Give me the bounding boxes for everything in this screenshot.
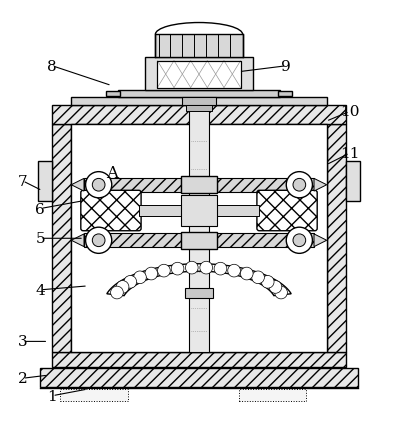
Bar: [38, 161, 52, 201]
Bar: [217, 178, 314, 193]
FancyBboxPatch shape: [81, 191, 141, 231]
Circle shape: [214, 263, 227, 275]
Bar: [181, 177, 217, 194]
Circle shape: [116, 281, 129, 294]
Bar: [118, 91, 280, 98]
Circle shape: [171, 263, 184, 275]
Text: 4: 4: [35, 283, 45, 297]
Bar: [239, 389, 306, 401]
Bar: [71, 98, 327, 106]
Bar: [217, 233, 314, 248]
Circle shape: [228, 265, 240, 277]
Bar: [84, 178, 181, 193]
Bar: [84, 233, 181, 248]
Circle shape: [261, 276, 274, 288]
Bar: [52, 352, 346, 367]
Text: 7: 7: [18, 174, 27, 188]
Bar: [52, 125, 71, 352]
Bar: [52, 106, 346, 125]
Bar: [186, 106, 212, 111]
Text: A: A: [106, 165, 118, 182]
Bar: [181, 232, 217, 249]
Text: 9: 9: [281, 60, 291, 74]
Bar: [106, 92, 120, 97]
Bar: [182, 98, 216, 106]
Bar: [181, 195, 217, 227]
Circle shape: [252, 271, 264, 284]
Text: 2: 2: [18, 371, 27, 386]
Polygon shape: [71, 234, 84, 247]
Circle shape: [86, 172, 112, 199]
Text: 11: 11: [340, 147, 359, 161]
Bar: [157, 61, 241, 88]
Text: 5: 5: [35, 232, 45, 246]
Circle shape: [293, 179, 306, 192]
Bar: [189, 111, 209, 352]
Text: 8: 8: [47, 60, 57, 74]
Bar: [217, 205, 259, 217]
Circle shape: [286, 172, 312, 199]
Bar: [346, 161, 360, 201]
Bar: [155, 35, 243, 58]
Polygon shape: [314, 179, 327, 192]
Bar: [145, 58, 253, 91]
Circle shape: [200, 262, 213, 274]
Polygon shape: [314, 234, 327, 247]
Circle shape: [286, 227, 312, 254]
Circle shape: [145, 268, 158, 280]
Bar: [278, 92, 292, 97]
Bar: [139, 205, 181, 217]
Circle shape: [158, 265, 170, 277]
Circle shape: [269, 281, 282, 294]
Circle shape: [185, 262, 198, 274]
Circle shape: [92, 179, 105, 192]
Text: 1: 1: [47, 389, 57, 403]
Bar: [157, 61, 241, 88]
Circle shape: [293, 234, 306, 247]
Bar: [71, 125, 327, 352]
Circle shape: [240, 268, 253, 280]
Bar: [40, 368, 358, 387]
Text: 3: 3: [18, 334, 27, 348]
Bar: [185, 288, 213, 298]
Polygon shape: [71, 179, 84, 192]
Circle shape: [134, 271, 146, 284]
Text: 6: 6: [35, 202, 45, 216]
Polygon shape: [107, 264, 291, 296]
Circle shape: [275, 287, 287, 299]
Circle shape: [124, 276, 137, 288]
Circle shape: [111, 287, 123, 299]
Text: 10: 10: [340, 105, 359, 119]
Bar: [327, 125, 346, 352]
Circle shape: [86, 227, 112, 254]
FancyBboxPatch shape: [257, 191, 317, 231]
Circle shape: [92, 234, 105, 247]
Bar: [60, 389, 128, 401]
